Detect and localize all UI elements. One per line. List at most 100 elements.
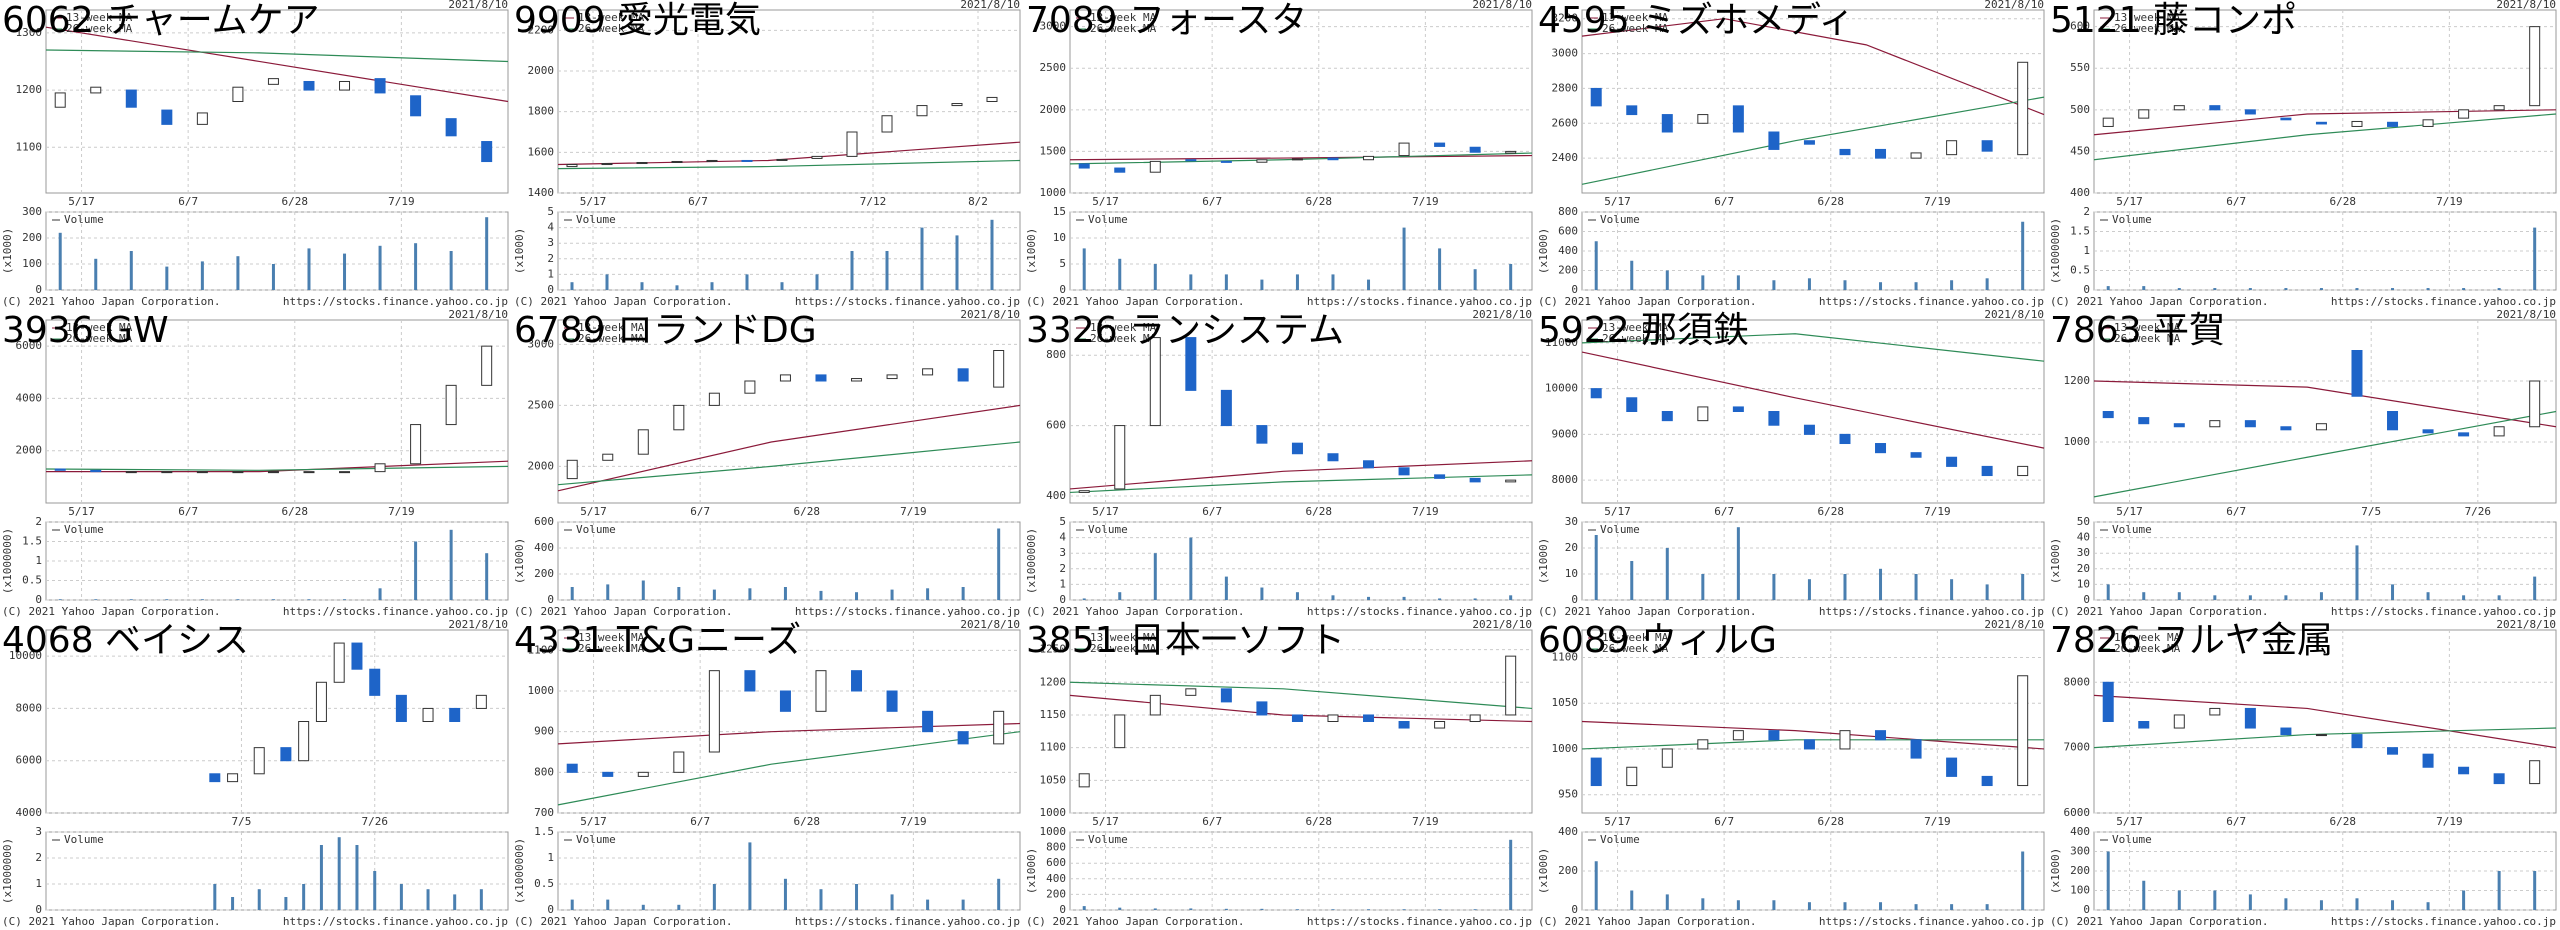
volume-bar xyxy=(855,592,859,600)
volume-unit: (x1000) xyxy=(2049,538,2062,584)
legend-label: 26-week MA xyxy=(1090,22,1157,35)
x-tick-label: 6/28 xyxy=(1818,195,1845,208)
price-plot xyxy=(1581,9,2045,194)
y-tick-label: 1400 xyxy=(528,186,555,199)
chart-title: 4068 ベイシス xyxy=(2,620,249,661)
legend-label: 13-week MA xyxy=(1090,631,1157,644)
candle xyxy=(161,109,173,125)
y-tick-label: 550 xyxy=(2070,61,2090,74)
volume-bar xyxy=(1438,598,1442,600)
candle xyxy=(1149,337,1161,427)
legend-label: 13-week MA xyxy=(66,321,133,334)
y-tick-label: 400 xyxy=(1046,872,1066,885)
moving-average-line xyxy=(2093,109,2557,136)
chart-title: 7089 フォースタ xyxy=(1026,0,1307,41)
volume-bar xyxy=(2142,592,2146,600)
volume-bar xyxy=(1509,595,1513,600)
volume-unit: (x1000000) xyxy=(2049,218,2062,284)
candle xyxy=(1291,714,1303,723)
y-tick-label: 2 xyxy=(35,851,42,864)
y-tick-label: 9000 xyxy=(1552,427,1579,440)
y-tick-label: 5 xyxy=(1059,515,1066,528)
legend-label: 26-week MA xyxy=(1090,332,1157,345)
volume-bar xyxy=(2213,595,2217,600)
volume-bar xyxy=(2284,898,2288,910)
legend-label: 26-week MA xyxy=(578,22,645,35)
candle xyxy=(1697,114,1709,124)
volume-bar xyxy=(1879,568,1883,600)
date-label: 2021/8/10 xyxy=(2496,618,2556,631)
x-tick-label: 5/17 xyxy=(580,505,607,518)
y-tick-label: 0 xyxy=(35,283,42,296)
candle xyxy=(1946,456,1958,467)
volume-bar xyxy=(2533,227,2537,290)
volume-bar xyxy=(783,878,787,910)
candle xyxy=(232,471,244,474)
volume-bar xyxy=(129,599,133,600)
candle xyxy=(2280,727,2292,736)
volume-label: Volume xyxy=(1088,523,1128,536)
y-tick-label: 3 xyxy=(1059,546,1066,559)
legend-label: 13-week MA xyxy=(2114,631,2181,644)
volume-bar xyxy=(1473,909,1477,910)
y-tick-label: 1000 xyxy=(1040,186,1067,199)
volume-bar xyxy=(1985,904,1989,910)
volume-bar xyxy=(378,245,382,290)
y-tick-label: 1100 xyxy=(528,643,555,656)
volume-bar xyxy=(1843,902,1847,910)
volume-label: Volume xyxy=(1600,833,1640,846)
y-tick-label: 2 xyxy=(547,252,554,265)
x-tick-label: 5/17 xyxy=(68,505,95,518)
candle xyxy=(1590,87,1602,107)
chart-title: 5121 藤コンポ xyxy=(2050,0,2297,41)
volume-bar xyxy=(200,599,204,600)
candle xyxy=(339,471,351,474)
volume-bar xyxy=(378,588,382,600)
volume-bar xyxy=(2391,900,2395,910)
y-tick-label: 3 xyxy=(547,236,554,249)
moving-average-line xyxy=(1581,96,2045,185)
x-tick-label: 5/17 xyxy=(2116,505,2143,518)
candle xyxy=(779,374,791,382)
candle xyxy=(1946,140,1958,156)
candle xyxy=(957,731,969,745)
x-tick-label: 7/19 xyxy=(900,815,927,828)
candle xyxy=(1875,148,1887,159)
x-tick-label: 7/19 xyxy=(388,505,415,518)
volume-bar xyxy=(570,282,574,290)
candle xyxy=(1839,730,1851,750)
candle xyxy=(161,471,173,474)
volume-bar xyxy=(426,889,430,910)
candle xyxy=(1981,140,1993,152)
candle xyxy=(1185,337,1197,391)
volume-bar xyxy=(58,232,62,290)
volume-bar xyxy=(819,889,823,910)
volume-bar xyxy=(1594,535,1598,600)
y-tick-label: 2 xyxy=(2083,205,2090,218)
candle xyxy=(1626,397,1638,413)
y-tick-label: 30 xyxy=(2077,546,2090,559)
y-tick-label: 600 xyxy=(1558,225,1578,238)
y-tick-label: 1 xyxy=(1059,577,1066,590)
x-tick-label: 5/17 xyxy=(1604,195,1631,208)
candle xyxy=(708,670,720,753)
volume-bar xyxy=(885,251,889,290)
y-tick-label: 1000 xyxy=(528,684,555,697)
y-tick-label: 1150 xyxy=(1040,708,1067,721)
candle xyxy=(1469,146,1481,153)
volume-bar xyxy=(1630,890,1634,910)
volume-bar xyxy=(271,599,275,600)
volume-bar xyxy=(485,217,489,290)
candle xyxy=(951,103,963,107)
y-tick-label: 4 xyxy=(1059,531,1066,544)
legend-label: 26-week MA xyxy=(2114,332,2181,345)
candle xyxy=(1434,142,1446,147)
y-tick-label: 100 xyxy=(2070,884,2090,897)
y-tick-label: 2 xyxy=(35,515,42,528)
volume-bar xyxy=(1153,553,1157,600)
candle xyxy=(1149,160,1161,173)
date-label: 2021/8/10 xyxy=(1984,618,2044,631)
volume-bar xyxy=(453,894,457,910)
volume-bar xyxy=(1914,574,1918,600)
candle xyxy=(2017,465,2029,477)
